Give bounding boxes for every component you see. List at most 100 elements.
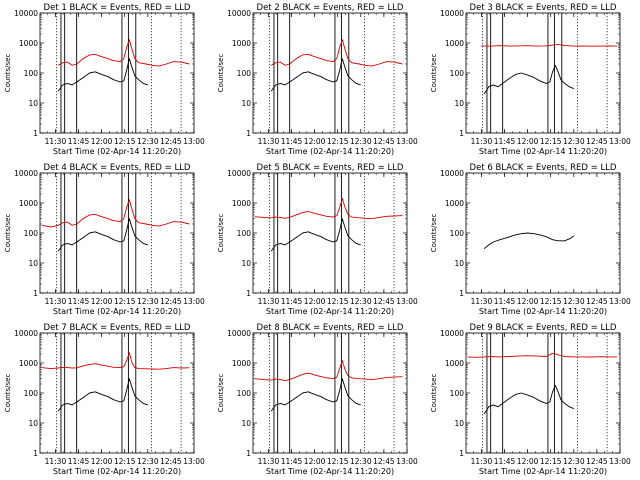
- x-tick-label: 11:45: [281, 137, 303, 146]
- y-tick-label: 100: [24, 69, 39, 78]
- x-tick-label: 13:00: [609, 297, 631, 306]
- y-tick-label: 1: [246, 289, 251, 298]
- x-tick-label: 11:30: [258, 137, 280, 146]
- y-tick-label: 10000: [227, 329, 251, 338]
- y-tick-label: 1000: [232, 39, 251, 48]
- x-tick-label: 12:45: [160, 137, 182, 146]
- y-tick-label: 10: [28, 419, 38, 428]
- x-tick-label: 12:15: [114, 137, 136, 146]
- x-tick-label: 12:45: [160, 457, 182, 466]
- y-tick-label: 10000: [440, 329, 464, 338]
- y-tick-label: 10000: [440, 169, 464, 178]
- y-axis-label: Counts/sec: [4, 54, 12, 93]
- y-tick-label: 1000: [19, 199, 38, 208]
- x-tick-label: 13:00: [183, 297, 205, 306]
- x-tick-label: 13:00: [183, 457, 205, 466]
- x-tick-label: 12:00: [91, 137, 113, 146]
- x-tick-label: 11:30: [45, 137, 67, 146]
- x-tick-label: 11:30: [471, 137, 493, 146]
- detector-panel: Det 8 BLACK = Events, RED = LLD 1 10 100 100…: [217, 323, 418, 476]
- events-series-line: [270, 378, 361, 412]
- y-tick-label: 100: [24, 229, 39, 238]
- x-tick-label: 12:30: [563, 297, 585, 306]
- y-tick-label: 100: [450, 229, 465, 238]
- y-axis-label: Counts/sec: [4, 214, 12, 253]
- y-tick-label: 1000: [232, 359, 251, 368]
- events-series-line: [270, 58, 361, 92]
- y-tick-label: 10000: [227, 9, 251, 18]
- x-tick-label: 11:45: [68, 457, 90, 466]
- x-tick-label: 11:45: [281, 457, 303, 466]
- y-tick-label: 1: [459, 449, 464, 458]
- x-tick-label: 11:45: [68, 297, 90, 306]
- x-tick-label: 11:30: [45, 297, 67, 306]
- x-tick-label: 12:00: [517, 297, 539, 306]
- y-tick-label: 100: [237, 229, 252, 238]
- y-tick-label: 100: [450, 389, 465, 398]
- events-series-line: [483, 384, 574, 415]
- y-axis-label: Counts/sec: [217, 54, 225, 93]
- y-tick-label: 10000: [227, 169, 251, 178]
- panel-title: Det 9 BLACK = Events, RED = LLD: [470, 323, 617, 333]
- events-series-line: [57, 378, 148, 412]
- lld-series-line: [57, 39, 190, 67]
- lld-series-line: [270, 39, 403, 67]
- panel-title: Det 4 BLACK = Events, RED = LLD: [44, 163, 191, 173]
- lld-series-line: [41, 352, 190, 370]
- plot-frame: [252, 332, 408, 454]
- y-tick-label: 1: [33, 449, 38, 458]
- y-tick-label: 100: [450, 69, 465, 78]
- events-series-line: [483, 232, 575, 250]
- x-tick-label: 11:45: [494, 297, 516, 306]
- events-series-line: [57, 58, 148, 92]
- y-tick-label: 10: [241, 99, 251, 108]
- panel-title: Det 2 BLACK = Events, RED = LLD: [257, 3, 404, 13]
- y-tick-label: 100: [24, 389, 39, 398]
- y-axis-label: Counts/sec: [217, 214, 225, 253]
- events-series-line: [57, 218, 148, 252]
- x-tick-label: 13:00: [609, 137, 631, 146]
- x-tick-label: 12:00: [304, 457, 326, 466]
- y-tick-label: 1000: [19, 39, 38, 48]
- x-tick-label: 12:45: [373, 297, 395, 306]
- x-axis-label: Start Time (02-Apr-14 11:20:20): [266, 307, 394, 316]
- detector-panel: Det 6 BLACK = Events, RED = LLD 1 10 100 100…: [430, 163, 631, 316]
- x-tick-label: 11:30: [471, 457, 493, 466]
- x-tick-label: 12:30: [137, 457, 159, 466]
- y-tick-label: 10: [28, 259, 38, 268]
- y-axis-label: Counts/sec: [4, 374, 12, 413]
- x-tick-label: 11:45: [68, 137, 90, 146]
- y-tick-label: 1000: [445, 199, 464, 208]
- x-tick-label: 11:45: [494, 457, 516, 466]
- y-tick-label: 10: [454, 99, 464, 108]
- panel-title: Det 7 BLACK = Events, RED = LLD: [44, 323, 191, 333]
- plot-frame: [465, 12, 621, 134]
- x-tick-label: 12:30: [563, 457, 585, 466]
- x-tick-label: 12:15: [327, 137, 349, 146]
- x-axis-label: Start Time (02-Apr-14 11:20:20): [479, 467, 607, 476]
- panel-title: Det 5 BLACK = Events, RED = LLD: [257, 163, 404, 173]
- x-tick-label: 13:00: [396, 297, 418, 306]
- y-axis-label: Counts/sec: [217, 374, 225, 413]
- x-tick-label: 12:45: [373, 137, 395, 146]
- plot-frame: [39, 332, 195, 454]
- panel-title: Det 6 BLACK = Events, RED = LLD: [470, 163, 617, 173]
- x-tick-label: 12:45: [586, 297, 608, 306]
- x-tick-label: 12:00: [91, 457, 113, 466]
- y-tick-label: 1: [246, 449, 251, 458]
- plot-frame: [39, 12, 195, 134]
- y-tick-label: 1000: [19, 359, 38, 368]
- x-tick-label: 11:45: [281, 297, 303, 306]
- x-tick-label: 12:30: [350, 297, 372, 306]
- x-axis-label: Start Time (02-Apr-14 11:20:20): [53, 147, 181, 156]
- plot-frame: [465, 172, 621, 294]
- lld-series-line: [254, 360, 403, 382]
- y-tick-label: 10: [454, 259, 464, 268]
- x-tick-label: 12:45: [586, 137, 608, 146]
- plot-frame: [39, 172, 195, 294]
- y-tick-label: 1000: [445, 359, 464, 368]
- y-tick-label: 1: [33, 289, 38, 298]
- x-tick-label: 12:15: [327, 457, 349, 466]
- x-tick-label: 12:15: [114, 297, 136, 306]
